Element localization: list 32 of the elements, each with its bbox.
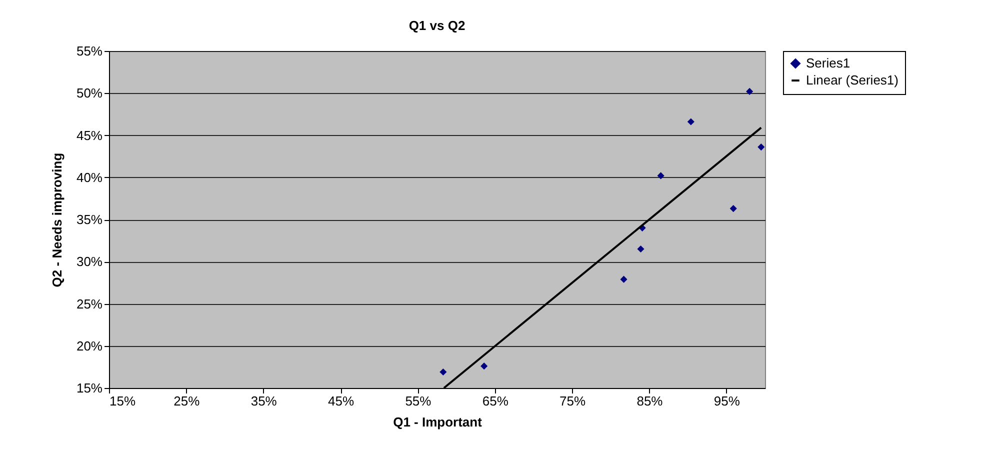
x-axis-title: Q1 - Important: [393, 414, 483, 430]
y-tick-label: 20%: [76, 338, 103, 354]
x-tick-label: 75%: [560, 394, 586, 408]
x-tick-label: 95%: [714, 394, 740, 408]
y-tick-label: 40%: [76, 170, 103, 185]
y-tick-label: 55%: [76, 44, 103, 58]
x-tick-label: 35%: [250, 394, 278, 408]
x-tick-label: 15%: [110, 394, 136, 408]
y-tick-label: 45%: [76, 128, 103, 143]
y-tick-label: 25%: [76, 296, 103, 312]
point: [620, 276, 628, 283]
point: [637, 245, 644, 253]
y-tick-label: 35%: [76, 212, 103, 227]
point: [730, 205, 737, 212]
point: [440, 368, 447, 376]
x-tick-label: 45%: [328, 394, 354, 408]
x-tick-label: 85%: [636, 394, 664, 408]
point: [687, 118, 694, 126]
x-tick-label: 25%: [174, 394, 200, 408]
point: [746, 88, 754, 95]
y-tick-label: 15%: [76, 380, 103, 396]
y-tick-label: 30%: [76, 254, 103, 270]
point: [758, 144, 765, 151]
legend-label: Linear (Series1): [806, 72, 898, 88]
legend-label: Series1: [806, 56, 850, 70]
point: [480, 362, 488, 370]
x-tick-label: 55%: [405, 394, 432, 408]
x-tick-label: 65%: [482, 394, 509, 408]
y-axis-title: Q2 - Needs improving: [49, 152, 64, 288]
y-tick-label: 50%: [76, 86, 103, 101]
point: [657, 172, 664, 180]
chart-title: Q1 vs Q2: [408, 18, 466, 33]
